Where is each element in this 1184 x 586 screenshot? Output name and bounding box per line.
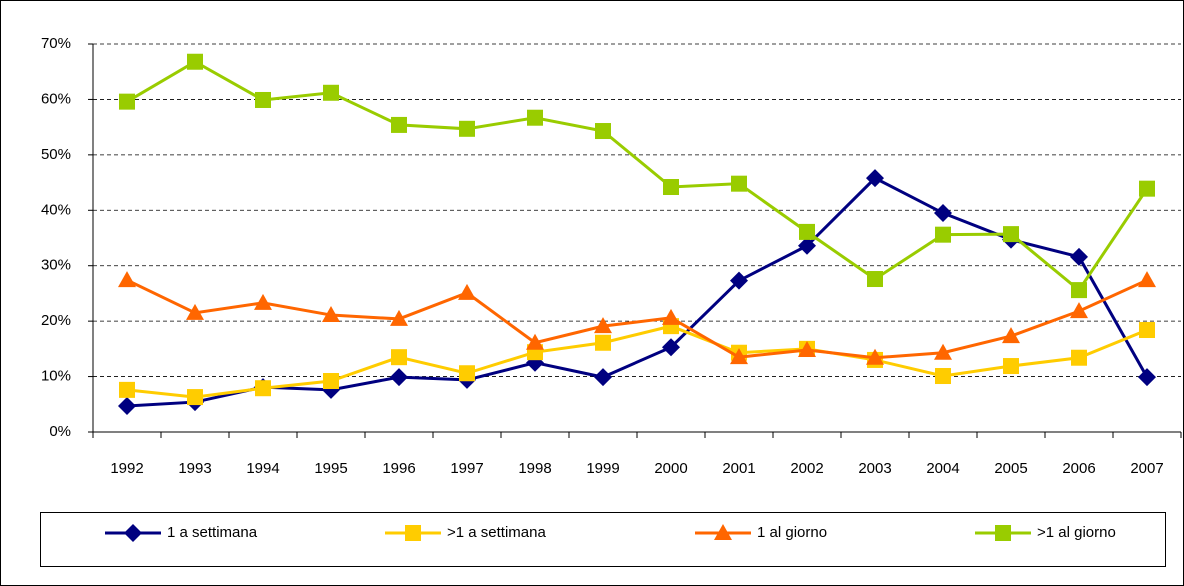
marker <box>594 317 612 334</box>
y-tick-label: 0% <box>49 423 71 440</box>
marker <box>798 340 816 357</box>
marker <box>663 179 679 196</box>
marker <box>730 348 748 365</box>
y-tick-label: 40% <box>41 201 71 218</box>
marker <box>390 368 408 387</box>
marker <box>527 109 543 126</box>
y-tick-label: 70% <box>41 35 71 52</box>
marker <box>1003 358 1019 375</box>
marker <box>662 338 680 357</box>
marker <box>798 236 816 255</box>
marker <box>866 348 884 365</box>
marker <box>255 380 271 397</box>
marker <box>254 293 272 310</box>
line <box>126 324 1148 399</box>
marker <box>662 308 680 325</box>
marker <box>595 123 611 140</box>
marker <box>1002 327 1020 344</box>
y-tick-label: 50% <box>41 146 71 163</box>
x-tick-label: 1995 <box>314 460 347 477</box>
x-tick-label: 2005 <box>994 460 1027 477</box>
x-tick-label: 2002 <box>790 460 823 477</box>
marker <box>391 116 407 133</box>
marker <box>459 120 475 137</box>
y-tick-label: 60% <box>41 90 71 107</box>
y-tick-label: 20% <box>41 312 71 329</box>
x-tick-label: 1993 <box>178 460 211 477</box>
marker <box>323 84 339 101</box>
marker <box>1138 368 1156 387</box>
x-tick-label: 1999 <box>586 460 619 477</box>
marker <box>323 373 339 390</box>
marker <box>935 226 951 243</box>
marker <box>187 53 203 70</box>
marker <box>187 389 203 406</box>
marker <box>594 368 612 387</box>
marker <box>391 349 407 366</box>
marker <box>119 381 135 398</box>
x-tick-label: 2007 <box>1130 460 1163 477</box>
legend-marker <box>405 525 421 541</box>
marker <box>1139 180 1155 197</box>
marker <box>118 271 136 288</box>
marker <box>119 93 135 110</box>
x-tick-label: 1992 <box>110 460 143 477</box>
x-tick-label: 1996 <box>382 460 415 477</box>
x-tick-label: 2001 <box>722 460 755 477</box>
marker <box>186 303 204 320</box>
y-tick-label: 30% <box>41 257 71 274</box>
legend-label: 1 a settimana <box>167 524 258 541</box>
marker <box>935 368 951 385</box>
x-tick-label: 2003 <box>858 460 891 477</box>
legend-marker <box>714 524 732 540</box>
marker <box>1070 247 1088 266</box>
marker <box>1003 226 1019 243</box>
legend-label: >1 a settimana <box>447 524 546 541</box>
line <box>126 176 1149 408</box>
marker <box>1070 302 1088 319</box>
marker <box>934 204 952 223</box>
marker <box>526 333 544 350</box>
marker <box>1071 282 1087 299</box>
legend-label: >1 al giorno <box>1037 524 1116 541</box>
marker <box>799 223 815 240</box>
marker <box>867 271 883 288</box>
marker <box>390 309 408 326</box>
marker <box>595 334 611 351</box>
marker <box>458 283 476 300</box>
x-tick-label: 2000 <box>654 460 687 477</box>
x-tick-label: 1994 <box>246 460 279 477</box>
marker <box>1139 322 1155 339</box>
line <box>126 60 1149 293</box>
x-tick-label: 1997 <box>450 460 483 477</box>
marker <box>730 271 748 290</box>
legend-marker <box>124 524 142 542</box>
legend-box <box>40 512 1166 567</box>
y-tick-label: 10% <box>41 368 71 385</box>
marker <box>1138 271 1156 288</box>
line <box>126 278 1148 360</box>
legend-marker <box>995 525 1011 541</box>
marker <box>934 343 952 360</box>
marker <box>1071 349 1087 366</box>
x-tick-label: 2004 <box>926 460 959 477</box>
marker <box>255 91 271 108</box>
x-tick-label: 1998 <box>518 460 551 477</box>
marker <box>731 175 747 192</box>
legend-label: 1 al giorno <box>757 524 827 541</box>
marker <box>322 306 340 323</box>
marker <box>459 365 475 382</box>
marker <box>866 169 884 188</box>
marker <box>118 396 136 415</box>
x-tick-label: 2006 <box>1062 460 1095 477</box>
